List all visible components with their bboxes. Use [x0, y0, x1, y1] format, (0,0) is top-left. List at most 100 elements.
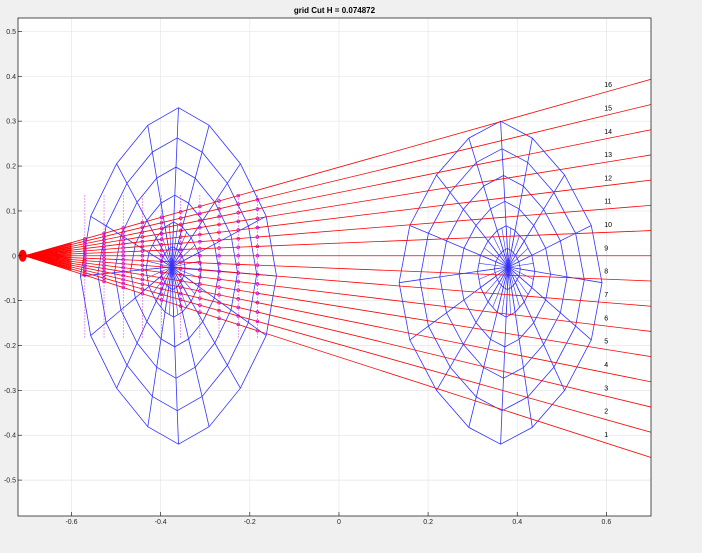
intersection-marker — [121, 254, 125, 258]
intersection-marker — [236, 322, 240, 327]
intersection-marker — [178, 254, 183, 258]
ray-label: 16 — [604, 82, 612, 89]
intersection-marker — [159, 292, 164, 297]
ray-label: 2 — [604, 409, 608, 416]
ray-line — [24, 255, 652, 332]
intersection-marker — [255, 263, 260, 267]
mesh-inner-spoke — [487, 266, 509, 302]
source-fan — [18, 242, 72, 272]
intersection-marker — [236, 245, 240, 249]
mesh-inner-spoke — [508, 227, 511, 268]
x-tick-label: 0.2 — [423, 519, 433, 526]
ray-label: 9 — [604, 245, 608, 252]
intersection-marker — [236, 236, 240, 241]
mesh-inner-spoke — [508, 255, 532, 268]
intersection-marker — [83, 263, 87, 268]
ray-line — [24, 204, 652, 257]
y-tick-label: -0.5 — [4, 478, 16, 485]
intersection-marker — [121, 281, 125, 286]
y-tick-label: 0.3 — [6, 119, 16, 126]
intersection-marker — [102, 250, 106, 255]
intersection-marker — [236, 305, 240, 310]
intersection-marker — [83, 266, 87, 270]
y-tick-label: -0.3 — [4, 388, 16, 395]
mesh-inner-spoke — [148, 252, 172, 268]
intersection-marker — [217, 269, 221, 274]
mesh-inner-spoke — [146, 260, 172, 268]
intersection-marker — [178, 266, 183, 271]
intersection-marker — [217, 230, 221, 235]
intersection-marker — [255, 254, 260, 258]
intersection-marker — [121, 265, 125, 270]
mesh-inner-spoke — [478, 266, 509, 280]
ray-line — [24, 255, 652, 408]
intersection-marker — [217, 254, 221, 258]
x-tick-label: 0.6 — [602, 519, 612, 526]
intersection-marker — [140, 287, 145, 291]
intersection-marker — [140, 277, 145, 282]
intersection-marker — [217, 214, 221, 219]
axis-ticks: -0.6 -0.4 -0.2 0 0.2 0.4 0.6 0.5 0.4 0.3 0.2 0.1 0 -0… — [4, 29, 611, 526]
mesh-inner-spoke — [480, 266, 509, 288]
ray-label: 13 — [604, 152, 612, 159]
intersection-marker — [102, 247, 106, 252]
ray-label: 15 — [604, 105, 612, 112]
intersection-marker — [140, 230, 145, 234]
y-tick-label: -0.1 — [4, 298, 16, 305]
source-fan-ray — [24, 242, 72, 257]
intersection-marker — [83, 254, 87, 258]
intersection-marker — [159, 287, 164, 291]
intersection-marker — [178, 260, 183, 264]
intersection-marker — [236, 193, 240, 198]
intersection-marker — [140, 254, 145, 258]
intersection-marker — [217, 293, 221, 297]
intersection-marker — [102, 263, 106, 268]
intersection-marker — [140, 263, 145, 268]
y-tick-label: -0.4 — [4, 433, 16, 440]
mesh-inner-spoke — [171, 266, 179, 316]
x-tick-label: -0.4 — [155, 519, 167, 526]
axes-background — [18, 18, 651, 516]
intersection-marker — [159, 215, 164, 219]
intersection-marker — [198, 275, 202, 279]
ray-line — [24, 104, 652, 257]
mesh-inner-spoke — [171, 260, 201, 268]
intersection-marker — [255, 272, 260, 277]
ray-label: 5 — [604, 339, 608, 346]
x-tick-label: 0.4 — [512, 519, 522, 526]
mesh-inner-spoke — [478, 262, 509, 268]
y-tick-label: 0 — [12, 253, 16, 260]
intersection-marker — [236, 254, 240, 258]
mesh-inner-spoke — [164, 266, 173, 312]
mesh-inner-spoke — [508, 266, 529, 296]
intersection-marker — [255, 197, 260, 202]
mesh-inner-spoke — [505, 226, 509, 268]
intersection-marker — [159, 248, 164, 253]
mesh-inner-spoke — [508, 247, 529, 268]
x-tick-label: -0.6 — [65, 519, 77, 526]
intersection-marker — [217, 308, 221, 313]
x-tick-label: -0.2 — [244, 519, 256, 526]
ray-line — [24, 78, 652, 257]
mesh-inner-spoke — [508, 266, 532, 288]
y-tick-label: 0.1 — [6, 208, 16, 215]
x-tick-label: 0 — [337, 519, 341, 526]
chart-title: grid Cut H = 0.074872 — [294, 6, 376, 15]
intersection-marker — [102, 266, 106, 271]
intersection-marker — [198, 218, 202, 223]
mesh-inner-spoke — [508, 230, 516, 268]
intersection-marker — [83, 239, 87, 243]
ray-label: 11 — [604, 199, 611, 206]
mesh-inner-spoke — [508, 266, 520, 308]
intersection-marker — [83, 251, 87, 256]
intersection-marker — [140, 220, 145, 225]
ray-line — [24, 255, 652, 383]
intersection-marker — [102, 254, 106, 258]
intersection-marker — [236, 314, 240, 318]
intersection-marker — [159, 254, 164, 258]
mesh-inner-spoke — [508, 235, 520, 268]
y-tick-label: 0.5 — [6, 29, 16, 36]
intersection-marker — [121, 277, 125, 282]
